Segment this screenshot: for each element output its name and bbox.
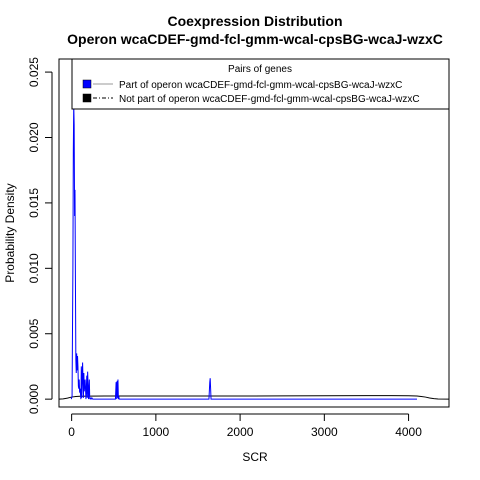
y-axis: 0.000 0.005 0.010 0.015 0.020 0.025 bbox=[27, 57, 53, 414]
y-tick-label: 0.000 bbox=[27, 384, 41, 414]
x-axis: 0 1000 2000 3000 4000 bbox=[68, 413, 422, 439]
y-tick-label: 0.020 bbox=[27, 122, 41, 152]
legend-swatch-part-of-operon bbox=[82, 79, 92, 89]
x-tick-label: 1000 bbox=[143, 425, 170, 439]
x-axis-label: SCR bbox=[242, 450, 268, 464]
series-line-not-part-of-operon bbox=[58, 395, 450, 400]
chart-subtitle: Operon wcaCDEF-gmd-fcl-gmm-wcal-cpsBG-wc… bbox=[67, 31, 443, 47]
series-layer bbox=[58, 104, 450, 401]
plot-frame bbox=[58, 58, 450, 408]
y-tick-label: 0.010 bbox=[27, 253, 41, 283]
x-tick-label: 2000 bbox=[227, 425, 254, 439]
y-tick-label: 0.025 bbox=[27, 57, 41, 87]
series-line-part-of-operon bbox=[70, 104, 417, 401]
chart-title: Coexpression Distribution bbox=[167, 13, 342, 29]
x-tick-label: 0 bbox=[68, 425, 75, 439]
legend: Pairs of genes Part of operon wcaCDEF-gm… bbox=[71, 58, 450, 110]
x-tick-label: 3000 bbox=[311, 425, 338, 439]
y-tick-label: 0.005 bbox=[27, 318, 41, 348]
y-tick-label: 0.015 bbox=[27, 188, 41, 218]
legend-entry-not-part-of-operon: Not part of operon wcaCDEF-gmd-fcl-gmm-w… bbox=[119, 94, 420, 105]
legend-box bbox=[71, 58, 450, 110]
x-tick-label: 4000 bbox=[395, 425, 422, 439]
legend-swatch-not-part-of-operon bbox=[82, 93, 92, 103]
legend-entry-part-of-operon: Part of operon wcaCDEF-gmd-fcl-gmm-wcal-… bbox=[119, 80, 402, 91]
y-axis-label: Probability Density bbox=[3, 183, 17, 282]
legend-title: Pairs of genes bbox=[228, 64, 292, 75]
